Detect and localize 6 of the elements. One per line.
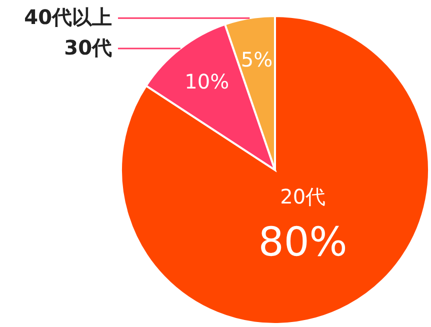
data-label: 10% — [184, 70, 230, 94]
data-label: 5% — [240, 48, 273, 72]
slice-label: 30代 — [64, 35, 112, 60]
slice-label: 40代以上 — [24, 5, 112, 30]
data-label: 80% — [258, 219, 348, 266]
slice-label: 20代 — [280, 184, 326, 208]
